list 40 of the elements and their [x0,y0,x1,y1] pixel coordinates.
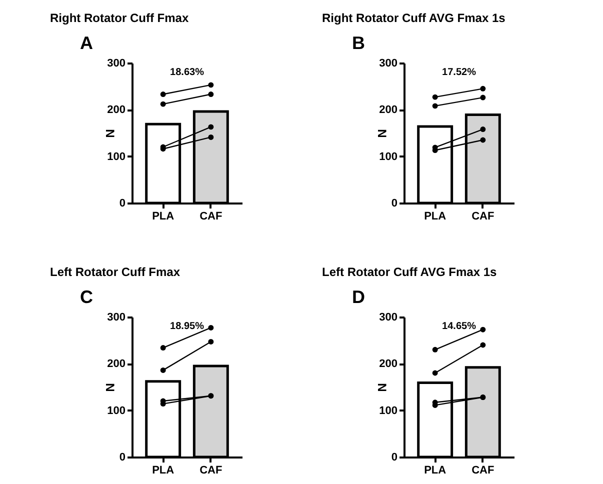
chart-title: Left Rotator Cuff AVG Fmax 1s [322,265,498,279]
x-tick-label: CAF [200,210,222,222]
x-tick-label: CAF [200,464,222,476]
x-tick-label: PLA [152,464,174,476]
chart-title: Right Rotator Cuff AVG Fmax 1s [322,11,506,25]
y-tick-label: 100 [379,404,398,417]
annotation: 17.52% [442,67,476,78]
x-tick-label: PLA [424,464,446,476]
y-tick-label: 200 [107,104,126,116]
annotation: 18.63% [170,67,204,78]
y-tick-label: 0 [119,198,126,210]
y-axis-title: N [375,129,390,138]
y-tick-label: 0 [391,198,398,210]
annotation: 18.95% [170,321,204,332]
chart-title: Right Rotator Cuff Fmax [50,11,189,25]
y-tick-label: 300 [107,58,126,70]
y-tick-label: 300 [379,58,398,70]
text: A [80,33,93,53]
y-tick-label: 300 [107,312,126,324]
text: B [352,33,365,53]
y-tick-label: 200 [379,104,398,116]
x-tick-label: PLA [152,210,174,222]
y-axis-title: N [375,383,390,392]
y-tick-label: 200 [379,358,398,370]
text: C [80,287,93,307]
y-tick-label: 100 [107,404,126,417]
y-tick-label: 300 [379,312,398,324]
text: D [352,287,365,307]
x-tick-label: CAF [472,210,494,222]
y-tick-label: 200 [107,358,126,370]
x-tick-label: PLA [424,210,446,222]
chart-title: Left Rotator Cuff Fmax [50,265,180,279]
x-tick-label: CAF [472,464,494,476]
annotation: 14.65% [442,321,476,332]
y-axis-title: N [103,383,118,392]
y-tick-label: 0 [119,452,126,464]
y-axis-title: N [103,129,118,138]
y-tick-label: 100 [107,150,126,163]
y-tick-label: 0 [391,452,398,464]
y-tick-label: 100 [379,150,398,163]
